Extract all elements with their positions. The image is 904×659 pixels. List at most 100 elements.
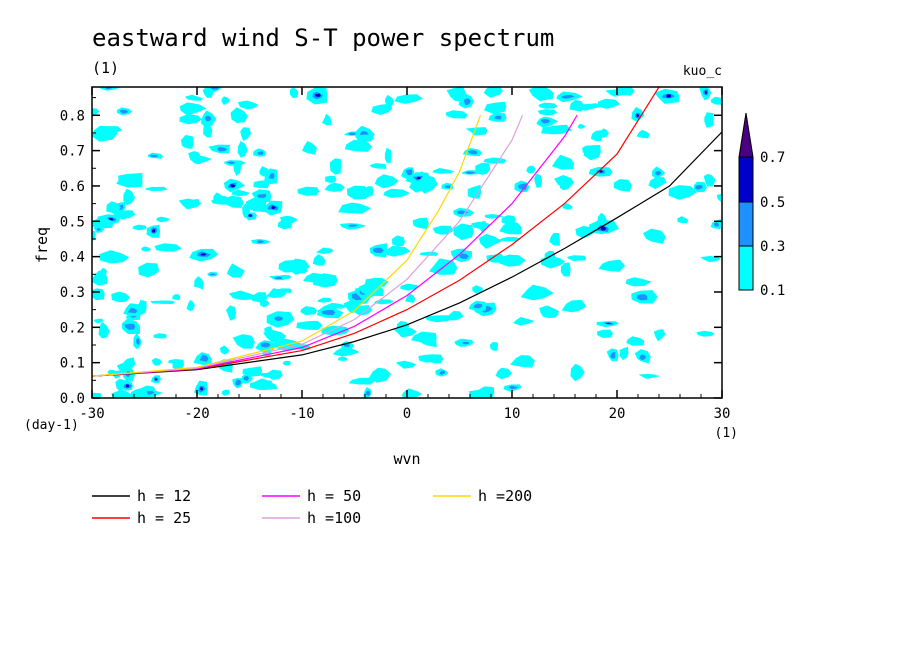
- contour-blob: [462, 341, 470, 345]
- legend-label: h =100: [307, 509, 361, 527]
- contour-blob: [356, 134, 375, 142]
- chart-subtitle-left: (1): [92, 59, 119, 77]
- contour-blob: [385, 94, 394, 107]
- contour-blob: [271, 205, 276, 210]
- contour-blob: [445, 110, 468, 119]
- contour-blob: [444, 185, 451, 189]
- power-contours: [92, 87, 722, 398]
- contour-blob: [499, 220, 522, 235]
- x-tick-label: 10: [504, 406, 521, 422]
- contour-blob: [575, 225, 596, 239]
- contour-blob: [636, 113, 640, 118]
- contour-blob: [643, 228, 666, 244]
- contour-blob: [251, 292, 268, 303]
- contour-blob: [343, 343, 350, 347]
- contour-blob: [358, 282, 384, 296]
- contour-blob: [598, 259, 626, 272]
- chart-title: eastward wind S-T power spectrum: [92, 24, 554, 52]
- contour-blob: [489, 342, 498, 351]
- curve-h50: [92, 114, 578, 377]
- y-tick-label: 0.7: [60, 144, 85, 160]
- contour-blob: [383, 188, 410, 198]
- contour-blob: [338, 202, 372, 214]
- contour-blob: [549, 232, 560, 246]
- colorbar-label: 0.5: [760, 195, 785, 211]
- contour-blob: [92, 288, 105, 301]
- contour-blob: [605, 322, 611, 324]
- contour-blob: [180, 135, 194, 149]
- contour-blob: [348, 377, 375, 385]
- contour-blob: [639, 354, 647, 361]
- contour-blob: [312, 273, 338, 288]
- contour-blob: [243, 376, 249, 381]
- legend-label: h = 12: [137, 487, 191, 505]
- x-tick-label: 30: [714, 406, 731, 422]
- contour-blob: [263, 330, 287, 343]
- contour-blob: [260, 342, 271, 348]
- contour-blob: [439, 370, 445, 375]
- contour-blob: [92, 230, 96, 241]
- y-axis-label: freq: [33, 227, 51, 263]
- contour-blob: [223, 195, 244, 208]
- contour-blob: [710, 96, 722, 105]
- contour-blob: [326, 302, 349, 309]
- contour-blob: [129, 387, 148, 398]
- contour-blob: [245, 197, 267, 213]
- contour-blob: [151, 229, 156, 233]
- contour-blob: [666, 94, 672, 98]
- contour-blob: [393, 327, 417, 338]
- x-tick-label: -20: [184, 406, 209, 422]
- contour-blob: [554, 175, 574, 188]
- contour-blob: [219, 345, 230, 355]
- contour-blob: [231, 189, 250, 197]
- legend-label: h =200: [478, 487, 532, 505]
- curve-h25: [92, 87, 660, 377]
- contour-blob: [172, 294, 181, 301]
- contour-blob: [100, 268, 107, 275]
- contour-blob: [537, 109, 558, 116]
- contour-blob: [472, 285, 484, 294]
- contour-blob: [179, 114, 202, 125]
- contour-blob: [405, 169, 413, 176]
- x-unit-label: (1): [715, 426, 738, 441]
- contour-blob: [289, 258, 310, 275]
- contour-blob: [520, 284, 554, 301]
- contour-blob: [325, 175, 337, 183]
- contour-blob: [494, 115, 502, 120]
- contour-blob: [283, 360, 291, 366]
- contour-blob: [115, 378, 125, 392]
- contour-blob: [590, 130, 603, 142]
- contour-blob: [484, 101, 507, 115]
- contour-blob: [289, 87, 299, 99]
- contour-blob: [716, 193, 722, 202]
- contour-blob: [235, 379, 242, 386]
- contour-blob: [254, 382, 277, 390]
- contour-blob: [94, 318, 104, 324]
- contour-blob: [473, 303, 483, 309]
- contour-blob: [258, 372, 277, 378]
- contour-blob: [332, 347, 360, 357]
- contour-blob: [273, 276, 283, 280]
- colorbar-label: 0.3: [760, 239, 785, 255]
- contour-blob: [600, 226, 607, 231]
- y-tick-label: 0.1: [60, 356, 85, 372]
- contour-blob: [124, 323, 136, 330]
- contour-blob: [695, 185, 704, 190]
- contour-blob: [560, 262, 571, 277]
- contour-blob: [221, 96, 231, 105]
- contour-blob: [257, 151, 264, 155]
- y-tick-label: 0.6: [60, 179, 85, 195]
- contour-blob: [346, 185, 370, 200]
- contour-blob: [418, 175, 438, 194]
- contour-blob: [228, 290, 257, 300]
- contour-blob: [412, 217, 429, 230]
- contour-blob: [186, 300, 195, 312]
- legend: h = 12 h = 25 h = 50 h =100 h =200: [92, 487, 532, 527]
- contour-blob: [528, 87, 554, 102]
- contour-blob: [348, 224, 359, 227]
- contour-blob: [233, 160, 241, 176]
- contour-blob: [419, 251, 439, 256]
- contour-blob: [119, 109, 129, 114]
- contour-blob: [316, 297, 332, 303]
- contour-blob: [149, 154, 159, 158]
